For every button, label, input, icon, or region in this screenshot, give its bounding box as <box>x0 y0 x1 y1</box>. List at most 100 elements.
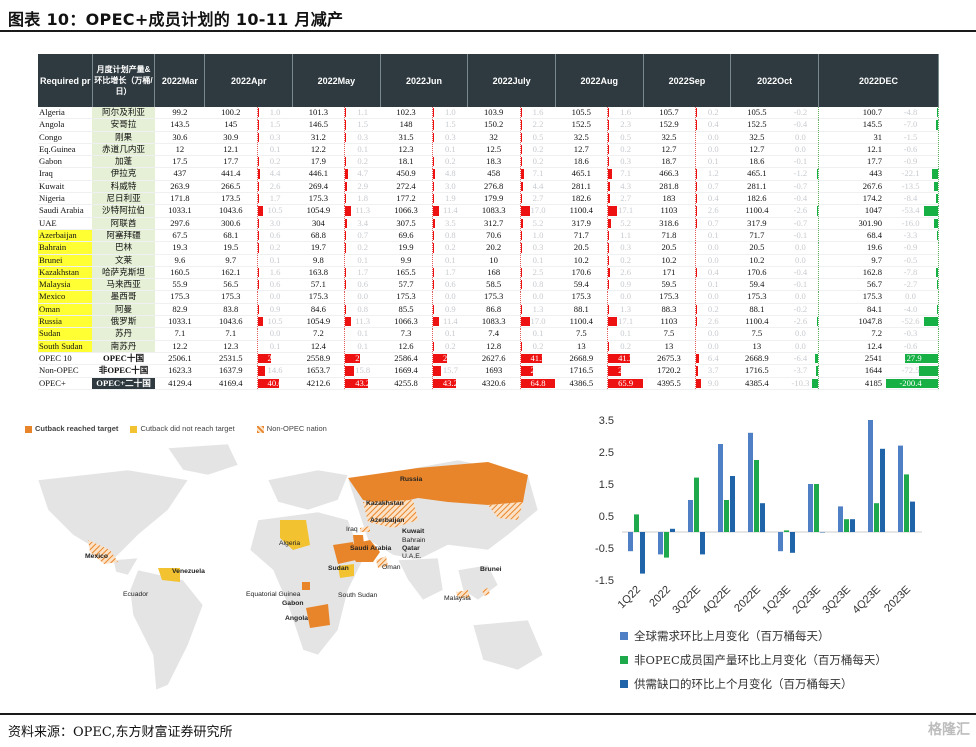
row-change: 4.7 <box>344 167 381 181</box>
row-change: -200.4 <box>883 377 940 390</box>
change-label: 0.1 <box>707 279 719 290</box>
change-bar <box>258 218 260 228</box>
row-value: 1100.4 <box>730 315 783 329</box>
change-label: 0.1 <box>707 229 719 240</box>
change-bar <box>934 181 938 192</box>
row-change: 17.0 <box>519 204 556 218</box>
table-row: Malaysia 马来西亚 55.9 56.5 0.6 57.1 0.6 57.7 0.6 58.… <box>38 278 940 292</box>
row-value-mar: 143.5 <box>154 118 205 132</box>
header-month: 2022Apr <box>204 54 294 107</box>
row-change: 0.1 <box>344 327 381 341</box>
change-bar <box>608 366 621 376</box>
change-label: 64.8 <box>530 377 546 388</box>
row-change: 0.2 <box>431 340 468 353</box>
bar-2 <box>904 474 909 532</box>
x-tick-label: 4Q23E <box>850 584 883 617</box>
row-value-mar: 19.3 <box>154 241 205 255</box>
row-value: 12.7 <box>643 143 696 157</box>
change-bar <box>433 120 434 130</box>
row-change: 0.0 <box>782 143 819 157</box>
change-bar <box>521 206 530 216</box>
row-value: 84.6 <box>292 303 345 317</box>
change-label: 1.5 <box>269 119 281 130</box>
row-value: 1066.3 <box>380 315 433 329</box>
change-label: 0.0 <box>795 328 806 339</box>
table-row: UAE 阿联酋 297.6 300.6 3.0 304 3.4 307.5 3.5 312.7 5.… <box>38 217 940 230</box>
row-value: 179.9 <box>467 192 521 206</box>
map-oman <box>376 556 388 568</box>
change-label: 41.3 <box>618 352 634 363</box>
row-value: 7.1 <box>204 327 258 341</box>
header-month: 2022July <box>467 54 556 107</box>
row-change: 0.8 <box>431 229 468 243</box>
change-label: 1.5 <box>444 119 456 130</box>
header-cn: 月度计划产量&环比增长（万桶/日） <box>92 54 156 107</box>
row-value: 162.1 <box>204 266 258 280</box>
row-value: 1043.6 <box>204 204 258 218</box>
row-value-mar: 1623.3 <box>154 364 205 378</box>
change-label: 43.2 <box>442 377 458 388</box>
row-country-cn: 科威特 <box>92 180 155 194</box>
row-value: 105.7 <box>643 107 696 120</box>
row-country: Brunei <box>38 254 93 267</box>
row-value: 13 <box>555 340 608 353</box>
row-country-cn: 阿尔及利亚 <box>92 107 155 120</box>
map-russia-east <box>488 502 523 520</box>
row-value: 9.7 <box>204 254 258 267</box>
row-value: 20.5 <box>555 241 608 255</box>
change-label: 1.5 <box>357 119 369 130</box>
row-value: 182.6 <box>555 192 608 206</box>
change-bar <box>258 194 259 204</box>
change-bar <box>696 317 698 327</box>
row-change: 3.7 <box>694 364 731 378</box>
row-value: 458 <box>467 167 521 181</box>
row-value: 70.6 <box>467 229 521 243</box>
bar-3 <box>820 532 825 533</box>
change-label: 0.7 <box>707 180 719 191</box>
row-change: 2.9 <box>344 180 381 194</box>
row-value: 101.3 <box>292 107 345 120</box>
table-row: South Sudan 南苏丹 12.2 12.3 0.1 12.4 0.1 12.6 0.2 1… <box>38 340 940 353</box>
row-country: Bahrain <box>38 241 93 255</box>
change-bar <box>345 181 347 192</box>
row-value: 17.9 <box>292 155 345 169</box>
row-change: 0.7 <box>694 180 731 194</box>
change-label: 25.4 <box>267 352 283 363</box>
row-value: 12.8 <box>467 340 521 353</box>
row-country-cn: 俄罗斯 <box>92 315 155 329</box>
change-bar <box>345 366 354 376</box>
change-label: 1.9 <box>444 193 456 204</box>
change-label: -52.6 <box>901 316 920 327</box>
row-change: -7.8 <box>883 266 940 280</box>
change-label: -200.4 <box>899 377 922 388</box>
bar-3 <box>850 519 855 532</box>
row-value-mar: 67.5 <box>154 229 205 243</box>
change-label: 0.5 <box>532 131 544 142</box>
row-value: 1047 <box>818 204 884 218</box>
row-value: 68.4 <box>818 229 884 243</box>
change-label: -0.6 <box>903 143 918 154</box>
row-value: 31 <box>818 131 884 144</box>
change-bar <box>919 366 938 376</box>
row-change: 1.2 <box>694 167 731 181</box>
row-value: 1720.2 <box>643 364 696 378</box>
row-value: 171 <box>643 266 696 280</box>
x-tick-label: 1Q22 <box>616 584 644 612</box>
row-change: 10.5 <box>256 315 293 329</box>
change-label: -2.7 <box>903 279 918 290</box>
row-change: 0.0 <box>607 290 644 304</box>
row-value-mar: 263.9 <box>154 180 205 194</box>
row-value: 12.1 <box>204 143 258 157</box>
change-label: 3.5 <box>444 217 456 228</box>
row-value: 10.2 <box>643 254 696 267</box>
change-label: 14.6 <box>267 365 283 376</box>
row-value: 1716.5 <box>555 364 608 378</box>
table-row: Russia 俄罗斯 1033.1 1043.6 10.5 1054.9 11.3 1066.… <box>38 315 940 329</box>
change-label: -6.4 <box>793 352 808 363</box>
header-required: Required pr <box>38 54 93 107</box>
change-label: 0.0 <box>444 291 456 302</box>
row-value: 466.3 <box>643 167 696 181</box>
change-label: 0.1 <box>269 143 281 154</box>
row-change: -16.0 <box>883 217 940 230</box>
row-change: 0.0 <box>694 241 731 255</box>
